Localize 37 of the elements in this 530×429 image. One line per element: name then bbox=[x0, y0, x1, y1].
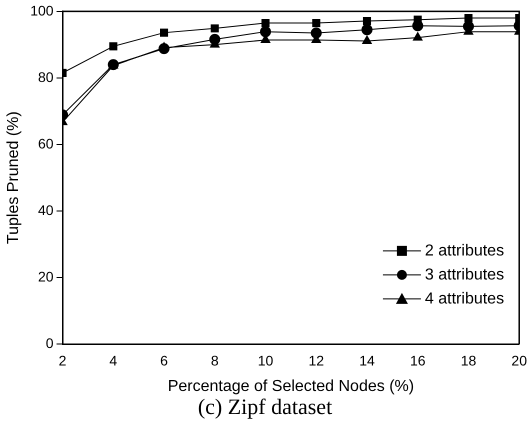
y-tick-label: 40 bbox=[38, 202, 54, 218]
point bbox=[310, 28, 322, 39]
y-tick-label: 0 bbox=[46, 334, 54, 351]
point bbox=[160, 28, 168, 37]
point bbox=[210, 24, 219, 32]
x-tick-label: 10 bbox=[258, 352, 274, 368]
x-tick-label: 18 bbox=[460, 352, 476, 368]
x-tick-label: 6 bbox=[160, 352, 168, 368]
x-tick-label: 8 bbox=[210, 352, 219, 368]
y-tick-label: 100 bbox=[30, 2, 54, 18]
point bbox=[464, 14, 473, 22]
point bbox=[312, 19, 320, 28]
point bbox=[462, 20, 474, 32]
point bbox=[361, 24, 372, 36]
y-tick-label: 20 bbox=[38, 268, 54, 284]
y-axis-title: Tuples Pruned (%) bbox=[5, 111, 22, 244]
legend-label: 2 attributes bbox=[424, 242, 504, 260]
x-axis-title: Percentage of Selected Nodes (%) bbox=[168, 378, 414, 395]
point bbox=[362, 36, 372, 44]
text: (c) Zipf dataset bbox=[198, 394, 334, 420]
legend-label: 3 attributes bbox=[424, 266, 504, 284]
y-tick-label: 60 bbox=[38, 135, 54, 152]
point bbox=[109, 42, 118, 50]
point bbox=[362, 17, 372, 26]
x-tick-label: 16 bbox=[410, 352, 426, 368]
x-tick-label: 14 bbox=[359, 352, 375, 368]
point bbox=[261, 19, 270, 28]
x-tick-label: 2 bbox=[58, 352, 67, 368]
point bbox=[260, 26, 272, 38]
point bbox=[158, 43, 170, 54]
x-tick-label: 4 bbox=[109, 352, 118, 368]
y-tick-label: 80 bbox=[38, 68, 54, 85]
legend-label: 4 attributes bbox=[424, 290, 504, 308]
point bbox=[209, 34, 220, 45]
point bbox=[412, 32, 423, 41]
x-tick-label: 12 bbox=[308, 352, 324, 368]
x-tick-label: 20 bbox=[511, 352, 528, 368]
